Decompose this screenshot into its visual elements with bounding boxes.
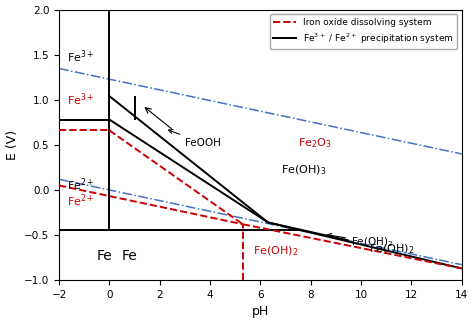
Text: FeOOH: FeOOH (169, 130, 221, 148)
Text: Fe(OH)$_2$: Fe(OH)$_2$ (328, 234, 393, 249)
Text: Fe$^{3+}$: Fe$^{3+}$ (67, 48, 94, 65)
Text: Fe$^{3+}$: Fe$^{3+}$ (67, 91, 94, 108)
Text: Fe$_2$O$_3$: Fe$_2$O$_3$ (298, 136, 332, 150)
Legend: Iron oxide dissolving system, Fe$^{3+}$ / Fe$^{2+}$ precipitation system: Iron oxide dissolving system, Fe$^{3+}$ … (270, 14, 457, 49)
Text: Fe: Fe (97, 249, 113, 263)
X-axis label: pH: pH (252, 306, 269, 318)
Y-axis label: E (V): E (V) (6, 130, 18, 160)
Text: Fe$^{2+}$: Fe$^{2+}$ (67, 176, 94, 193)
Text: Fe(OH)$_3$: Fe(OH)$_3$ (281, 163, 326, 177)
Text: Fe$^{2+}$: Fe$^{2+}$ (67, 192, 94, 209)
Text: Fe: Fe (122, 249, 138, 263)
Text: Fe(OH)$_2$: Fe(OH)$_2$ (369, 243, 414, 256)
Text: Fe(OH)$_2$: Fe(OH)$_2$ (253, 245, 298, 258)
